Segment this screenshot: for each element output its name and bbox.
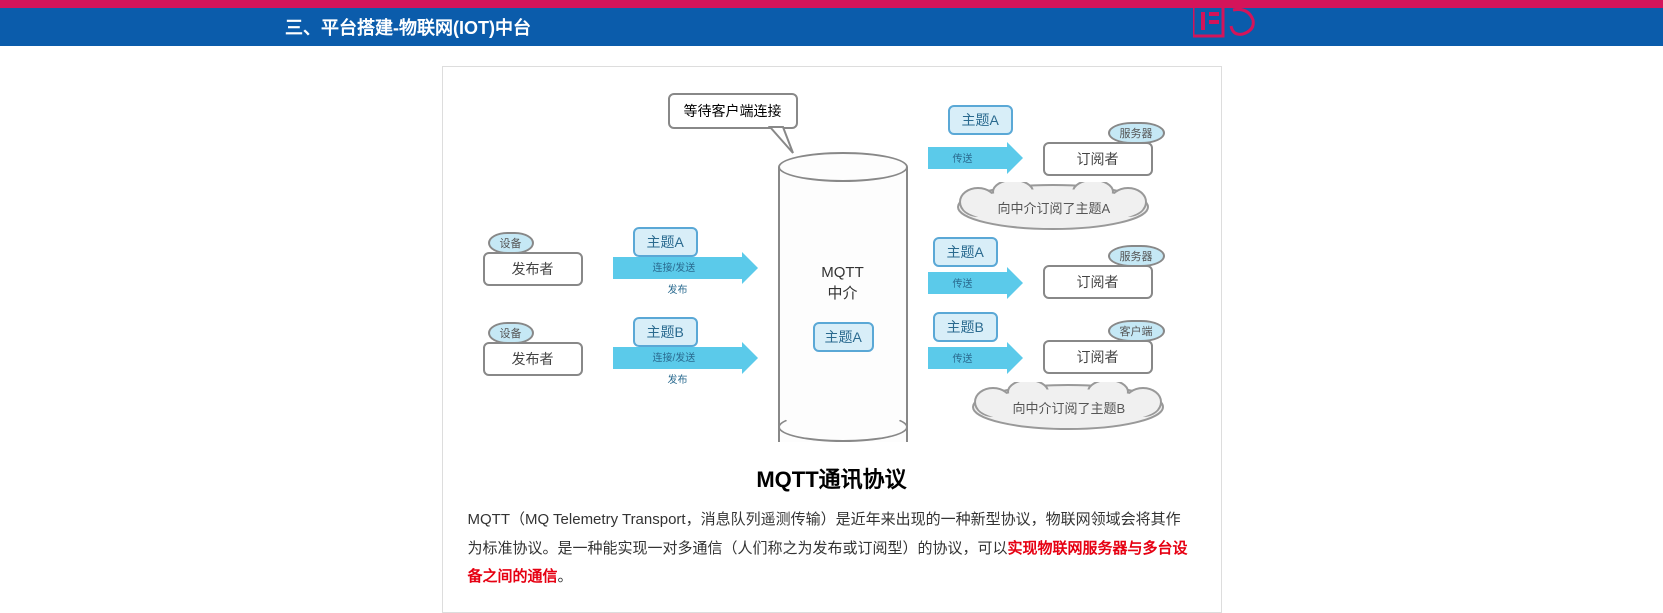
publisher-box: 发布者	[483, 252, 583, 286]
subscriber-box: 订阅者	[1043, 265, 1153, 299]
topic-a-box: 主题A	[933, 237, 998, 267]
arrow-label: 发布	[668, 371, 688, 386]
speech-tail-icon	[768, 125, 798, 155]
topic-a-box: 主题A	[948, 105, 1013, 135]
wait-client-box: 等待客户端连接	[668, 93, 798, 129]
client-badge: 客户端	[1108, 320, 1165, 342]
subscriber-box: 订阅者	[1043, 142, 1153, 176]
topic-a-box: 主题A	[633, 227, 698, 257]
topic-b-box: 主题B	[633, 317, 698, 347]
server-badge: 服务器	[1108, 122, 1165, 144]
arrow-label: 传送	[953, 350, 973, 365]
cloud-text: 向中介订阅了主题A	[998, 198, 1111, 217]
cloud-bubble: 向中介订阅了主题B	[968, 382, 1168, 435]
publisher-box: 发布者	[483, 342, 583, 376]
arrow-label: 连接/发送	[653, 349, 696, 364]
mqtt-diagram: 等待客户端连接 MQTT中介 主题A 设备 发布者 主题A 连接/发送 发布 设…	[468, 87, 1198, 447]
subscriber-box: 订阅者	[1043, 340, 1153, 374]
arrow-label: 传送	[953, 275, 973, 290]
arrow-label: 传送	[953, 150, 973, 165]
device-badge: 设备	[488, 232, 534, 254]
section-title: MQTT通讯协议	[468, 462, 1196, 494]
cloud-bubble: 向中介订阅了主题A	[953, 182, 1153, 235]
server-badge: 服务器	[1108, 245, 1165, 267]
broker-label: MQTT中介	[778, 262, 908, 304]
page-title: 三、平台搭建-物联网(IOT)中台	[285, 14, 531, 40]
broker-topic-box: 主题A	[813, 322, 874, 352]
mqtt-broker-cylinder: MQTT中介 主题A	[778, 152, 908, 442]
arrow-label: 连接/发送	[653, 259, 696, 274]
header-blue-bar: 三、平台搭建-物联网(IOT)中台	[0, 8, 1663, 46]
content-card: 等待客户端连接 MQTT中介 主题A 设备 发布者 主题A 连接/发送 发布 设…	[442, 66, 1222, 613]
logo-icon	[1193, 2, 1283, 45]
topic-b-box: 主题B	[933, 312, 998, 342]
device-badge: 设备	[488, 322, 534, 344]
header-magenta-bar	[0, 0, 1663, 8]
cloud-text: 向中介订阅了主题B	[1013, 398, 1126, 417]
arrow-label: 发布	[668, 281, 688, 296]
description-text: MQTT（MQ Telemetry Transport，消息队列遥测传输）是近年…	[468, 506, 1196, 592]
